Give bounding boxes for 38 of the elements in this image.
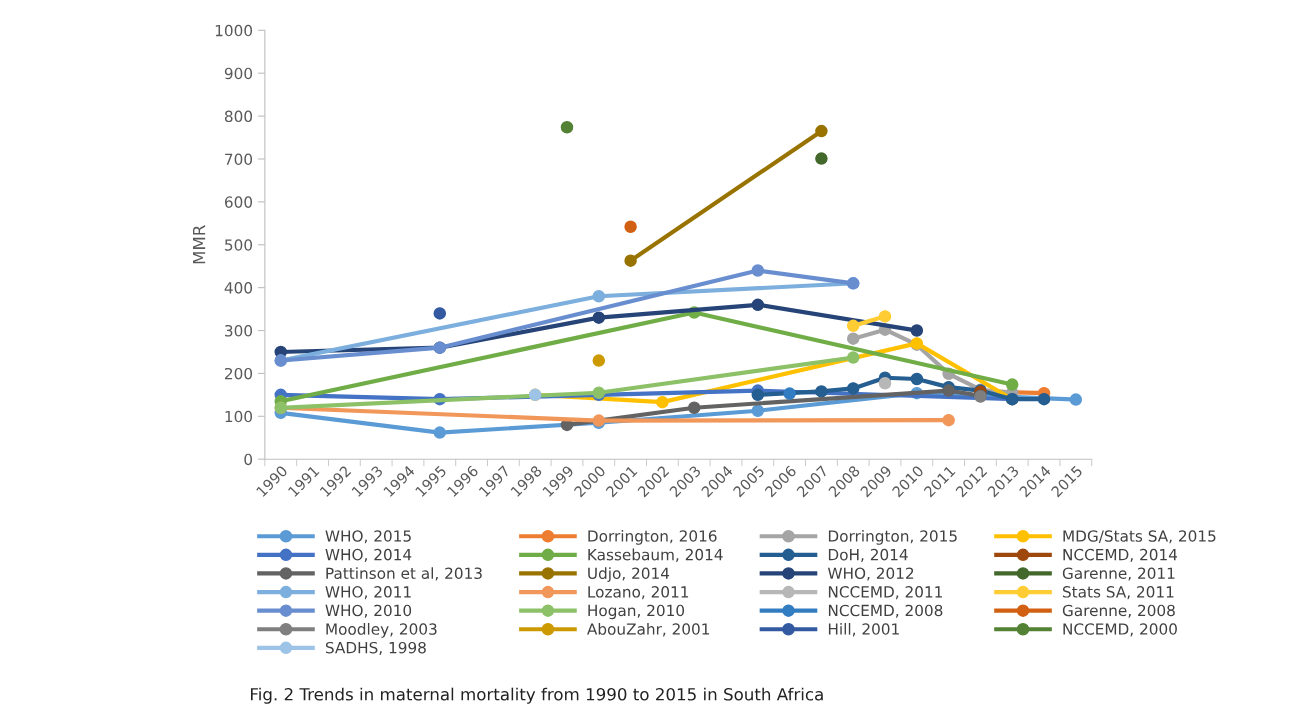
legend-label: WHO, 2012 [827, 567, 914, 581]
y-tick-label: 400 [224, 282, 253, 294]
legend-label: Hill, 2001 [828, 623, 899, 637]
y-tick-label: 300 [225, 325, 253, 337]
legend-label: Moodley, 2003 [326, 623, 437, 638]
y-tick-label: 500 [225, 239, 253, 251]
y-tick-label: 200 [225, 367, 253, 380]
legend-label: AbouZahr, 2001 [587, 623, 710, 637]
legend-label: WHO, 2014 [325, 548, 412, 562]
legend-label: Udjo, 2014 [588, 567, 670, 582]
legend-label: Stats SA, 2011 [1062, 586, 1174, 600]
legend-label: Dorrington, 2015 [828, 529, 957, 545]
y-tick-label: 700 [225, 153, 253, 166]
legend-label: SADHS, 1998 [325, 641, 426, 655]
legend-label: DoH, 2014 [828, 548, 908, 562]
y-tick-label: 100 [225, 410, 253, 423]
legend-label: MDG/Stats SA, 2015 [1063, 530, 1216, 544]
y-axis-title: MMR [193, 225, 206, 264]
y-tick-label: 1000 [215, 24, 253, 37]
legend-label: WHO, 2015 [325, 530, 411, 544]
legend-label: Pattinson et al, 2013 [326, 567, 482, 581]
legend-label: Lozano, 2011 [588, 586, 689, 600]
y-tick-label: 800 [224, 110, 253, 123]
caption: Fig. 2 Trends in maternal mortality from 1990 to 2015 in South Africa [250, 687, 823, 704]
legend-label: Garenne, 2011 [1062, 567, 1175, 581]
legend-label: Kassebaum, 2014 [588, 548, 723, 562]
legend-label: NCCEMD, 2000 [1063, 623, 1177, 637]
legend-label: WHO, 2011 [325, 586, 411, 600]
legend-label: WHO, 2010 [325, 604, 412, 618]
legend-label: NCCEMD, 2008 [828, 604, 943, 618]
y-tick-label: 600 [224, 196, 253, 208]
y-tick-label: 900 [224, 67, 253, 80]
legend-label: Hogan, 2010 [588, 604, 685, 620]
legend-label: Dorrington, 2016 [588, 529, 717, 545]
legend-label: NCCEMD, 2011 [828, 586, 942, 600]
legend-label: Garenne, 2008 [1062, 604, 1175, 618]
y-tick-label: 0 [244, 453, 253, 466]
legend-label: NCCEMD, 2014 [1063, 548, 1178, 562]
